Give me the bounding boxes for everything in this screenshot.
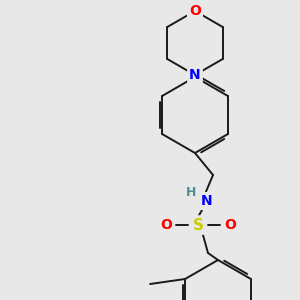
Text: S: S: [193, 218, 203, 232]
Text: H: H: [186, 187, 196, 200]
Text: N: N: [201, 194, 213, 208]
Text: N: N: [189, 68, 201, 82]
Text: O: O: [160, 218, 172, 232]
Text: O: O: [189, 4, 201, 18]
Text: O: O: [224, 218, 236, 232]
